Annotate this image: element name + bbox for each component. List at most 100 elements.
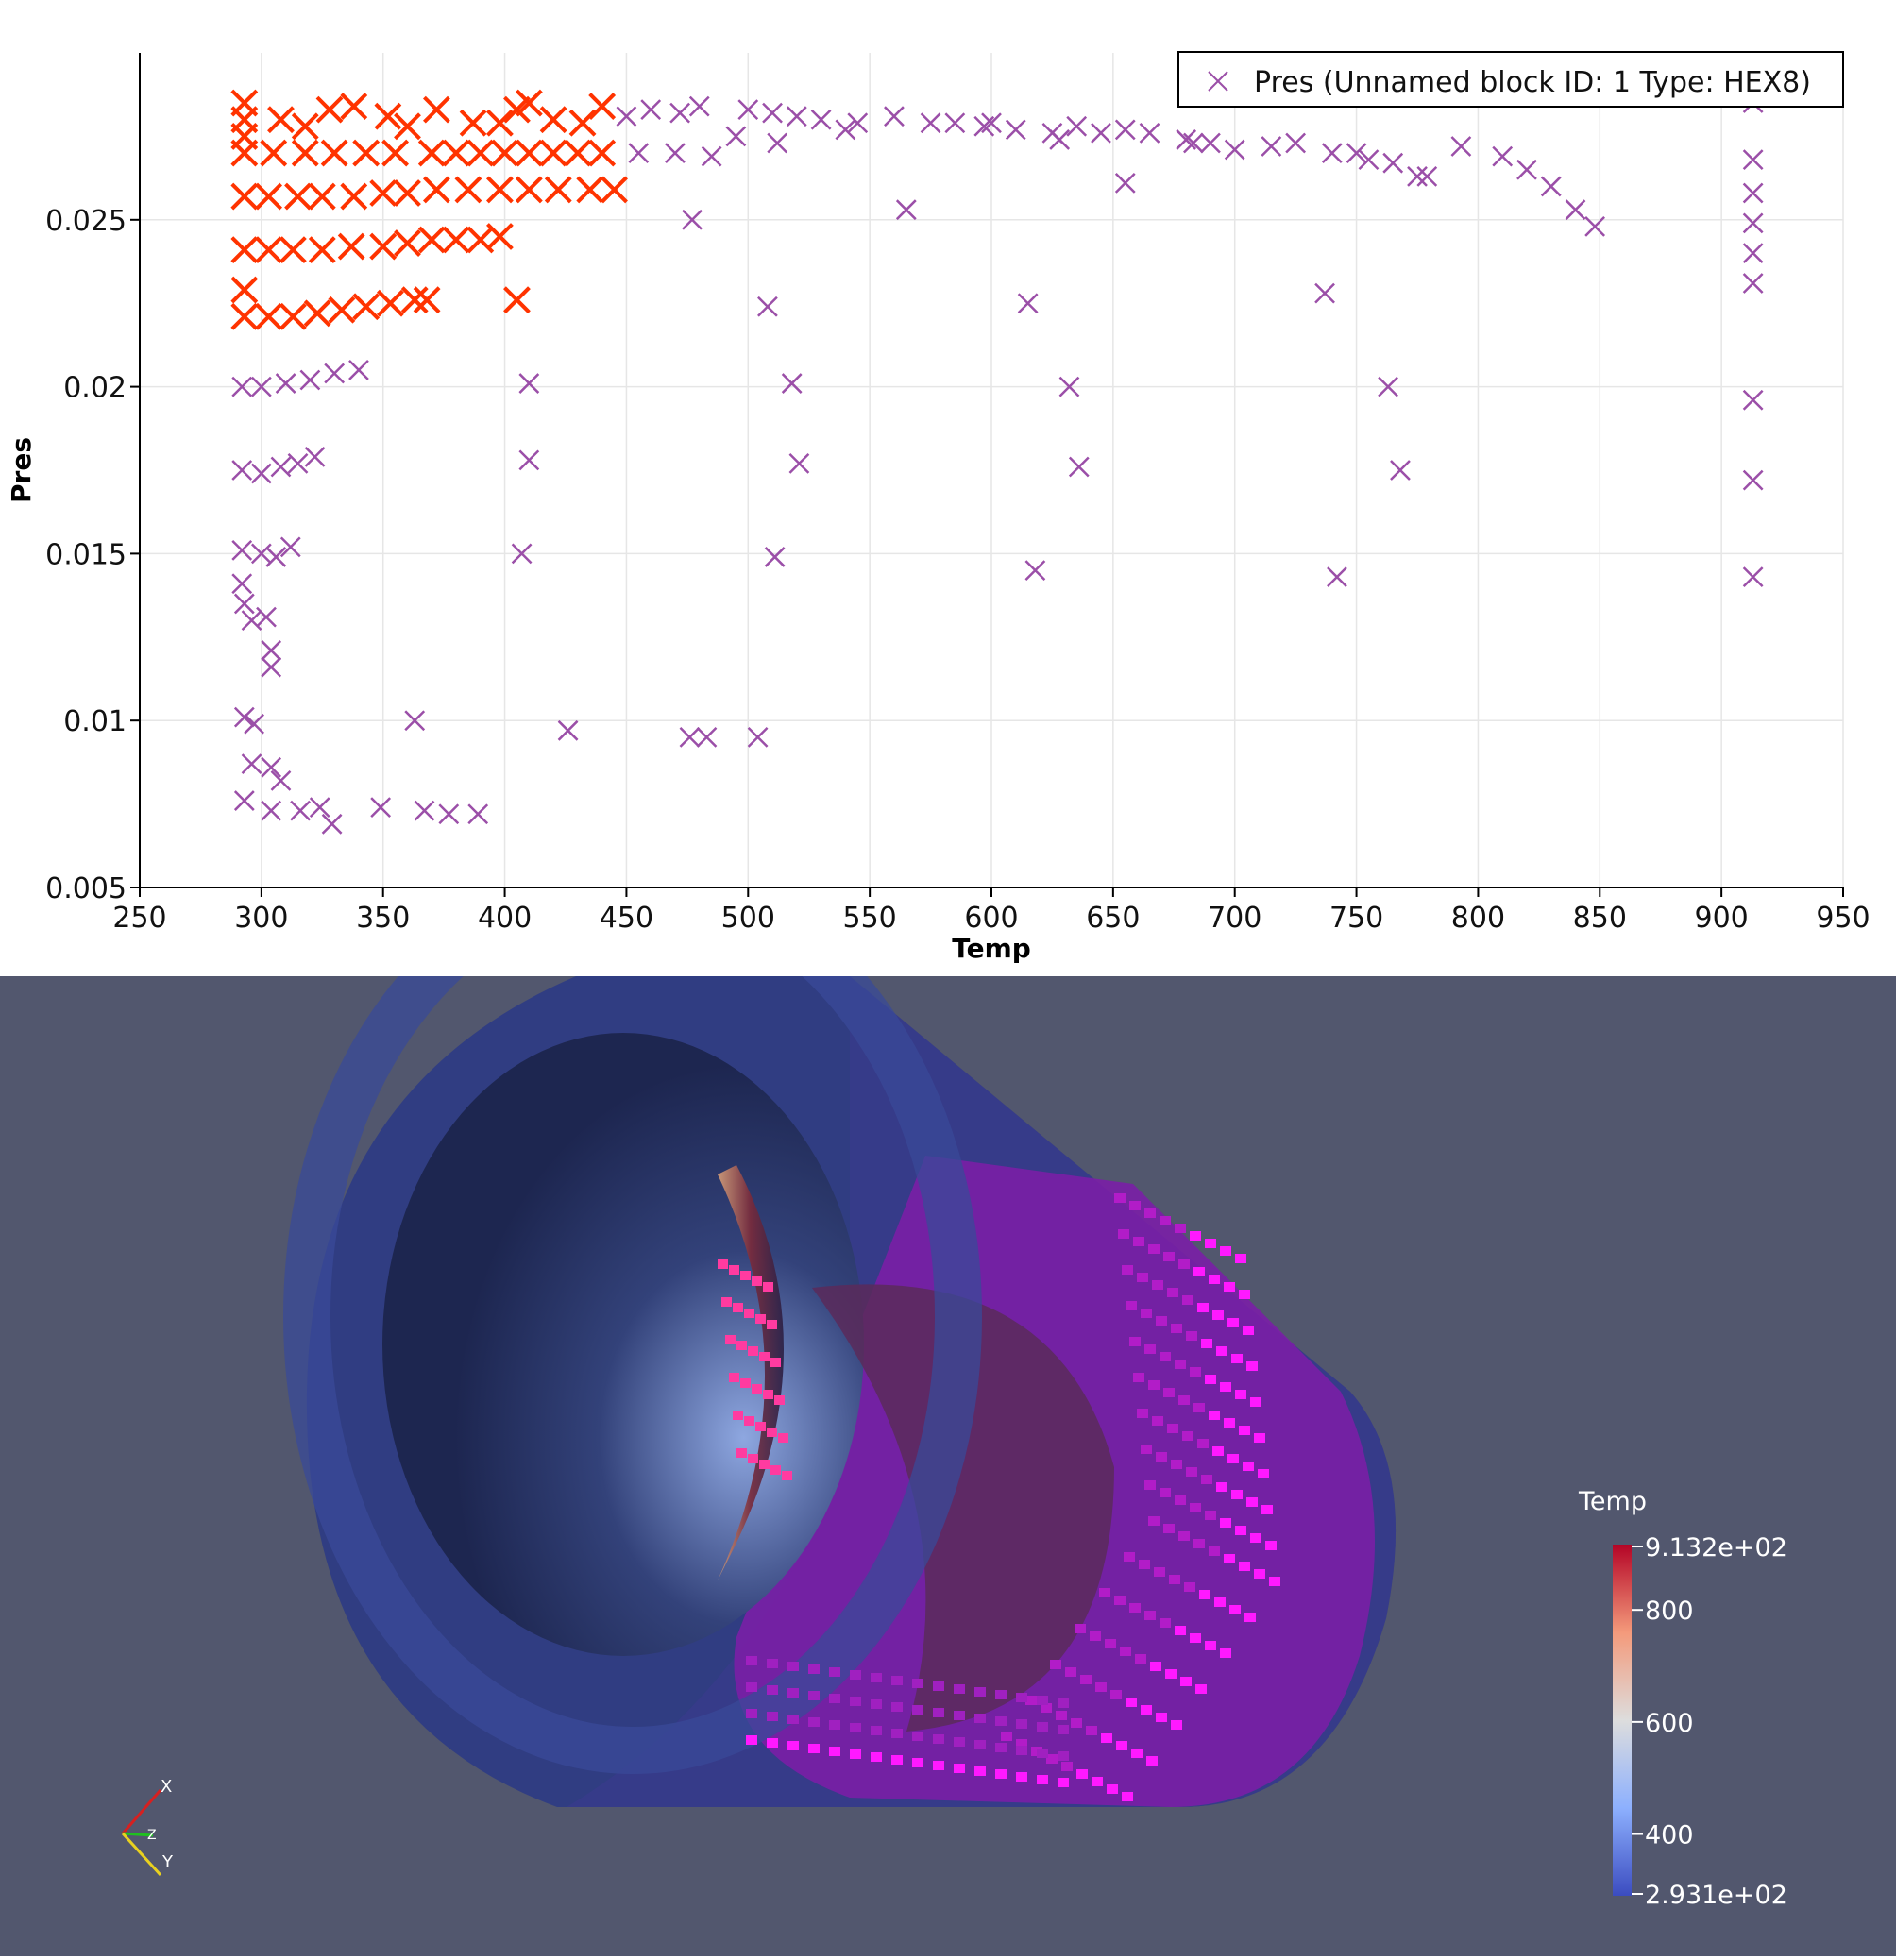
x-tick-label: 550 bbox=[843, 902, 897, 935]
magenta-marker bbox=[1163, 1524, 1175, 1533]
x-tick-label: 650 bbox=[1086, 902, 1140, 935]
magenta-marker bbox=[1058, 1698, 1069, 1708]
colorbar-ticks: 800 600 400 bbox=[1632, 1597, 1694, 1850]
data-point bbox=[466, 139, 495, 167]
x-tick-label: 700 bbox=[1208, 902, 1261, 935]
magenta-marker bbox=[1205, 1641, 1216, 1650]
data-point bbox=[1261, 136, 1282, 157]
data-point bbox=[241, 753, 262, 775]
magenta-marker bbox=[1058, 1751, 1069, 1761]
data-point bbox=[576, 176, 604, 204]
chart-view[interactable]: 250 300 350 400 450 500 550 600 650 700 750 800 850 9… bbox=[0, 0, 1896, 976]
legend[interactable]: Pres (Unnamed block ID: 1 Type: HEX8) bbox=[1177, 51, 1844, 108]
data-point bbox=[1584, 215, 1606, 237]
data-point bbox=[374, 102, 402, 130]
data-point bbox=[781, 373, 803, 394]
magenta-marker bbox=[746, 1709, 757, 1718]
data-point bbox=[394, 179, 421, 207]
data-point bbox=[1183, 132, 1204, 154]
magenta-marker bbox=[767, 1428, 777, 1437]
data-point bbox=[628, 143, 650, 163]
data-point bbox=[920, 112, 941, 134]
magenta-marker bbox=[1269, 1577, 1280, 1586]
magenta-marker bbox=[1250, 1533, 1261, 1543]
magenta-marker bbox=[1092, 1777, 1103, 1786]
data-point bbox=[1200, 132, 1221, 154]
magenta-marker bbox=[808, 1691, 820, 1700]
data-point bbox=[1516, 159, 1537, 180]
magenta-marker bbox=[767, 1685, 778, 1695]
data-point bbox=[544, 176, 572, 204]
data-point bbox=[377, 289, 404, 317]
magenta-marker bbox=[995, 1743, 1007, 1752]
x-tick-label: 250 bbox=[112, 902, 166, 935]
magenta-marker bbox=[829, 1747, 840, 1756]
magenta-marker bbox=[1016, 1746, 1027, 1755]
magenta-marker bbox=[729, 1265, 739, 1275]
magenta-marker bbox=[1180, 1677, 1192, 1686]
data-point bbox=[230, 182, 259, 211]
magenta-marker bbox=[746, 1682, 757, 1692]
magenta-marker bbox=[808, 1717, 820, 1727]
magenta-marker bbox=[1046, 1754, 1058, 1764]
data-point bbox=[1285, 132, 1307, 154]
magenta-marker bbox=[1214, 1597, 1226, 1607]
data-point bbox=[1358, 149, 1380, 171]
magenta-marker bbox=[1212, 1310, 1224, 1320]
data-point bbox=[696, 726, 718, 748]
x-tick-label: 600 bbox=[964, 902, 1018, 935]
magenta-marker bbox=[1254, 1569, 1265, 1579]
magenta-marker bbox=[1178, 1395, 1190, 1405]
scatter-plot[interactable]: 250 300 350 400 450 500 550 600 650 700 750 800 850 9… bbox=[0, 0, 1896, 976]
magenta-marker bbox=[1205, 1511, 1216, 1520]
magenta-marker bbox=[1239, 1290, 1250, 1299]
cylinder-render[interactable]: Temp 9.132e+02 2.931e+02 800 600 400 X Z Y bbox=[0, 858, 1896, 1956]
grid bbox=[139, 53, 1844, 888]
magenta-marker bbox=[763, 1282, 773, 1292]
orientation-axes-icon: X Z Y bbox=[121, 1777, 174, 1877]
magenta-marker bbox=[1025, 1696, 1037, 1705]
x-tick-label: 450 bbox=[600, 902, 653, 935]
magenta-marker bbox=[1243, 1326, 1254, 1335]
data-point bbox=[737, 99, 759, 120]
magenta-marker bbox=[1216, 1346, 1227, 1356]
magenta-marker bbox=[767, 1659, 778, 1668]
magenta-marker bbox=[759, 1460, 770, 1469]
data-point bbox=[394, 229, 421, 257]
data-point bbox=[299, 369, 321, 391]
magenta-marker bbox=[1050, 1660, 1061, 1669]
magenta-marker bbox=[1114, 1193, 1126, 1203]
data-point bbox=[303, 299, 331, 328]
magenta-marker bbox=[1037, 1722, 1048, 1732]
data-point bbox=[267, 106, 295, 134]
magenta-marker bbox=[1178, 1259, 1190, 1269]
magenta-marker bbox=[1001, 1732, 1012, 1741]
magenta-marker bbox=[954, 1684, 965, 1694]
magenta-marker bbox=[1239, 1426, 1250, 1435]
magenta-marker bbox=[1199, 1590, 1210, 1599]
magenta-marker bbox=[1235, 1254, 1246, 1263]
magenta-marker bbox=[1216, 1482, 1227, 1492]
magenta-marker bbox=[1220, 1382, 1231, 1392]
magenta-marker bbox=[1160, 1618, 1171, 1628]
data-point bbox=[279, 302, 307, 330]
3d-render-view[interactable]: Temp 9.132e+02 2.931e+02 800 600 400 X Z Y bbox=[0, 858, 1896, 1956]
data-point bbox=[230, 139, 259, 167]
data-point bbox=[308, 236, 336, 264]
magenta-marker bbox=[1197, 1303, 1209, 1312]
data-point bbox=[459, 109, 487, 137]
magenta-marker bbox=[1220, 1648, 1231, 1658]
magenta-marker bbox=[1037, 1775, 1048, 1784]
magenta-marker bbox=[1209, 1546, 1220, 1556]
magenta-marker bbox=[1124, 1552, 1135, 1562]
data-point bbox=[324, 363, 346, 384]
data-point bbox=[284, 182, 312, 211]
magenta-marker bbox=[974, 1714, 986, 1723]
data-point bbox=[1742, 566, 1764, 588]
magenta-marker bbox=[1182, 1295, 1193, 1305]
data-point bbox=[404, 710, 426, 732]
magenta-marker bbox=[1016, 1693, 1027, 1702]
magenta-marker bbox=[808, 1664, 820, 1674]
magenta-marker bbox=[1071, 1718, 1082, 1728]
data-point bbox=[884, 106, 905, 127]
